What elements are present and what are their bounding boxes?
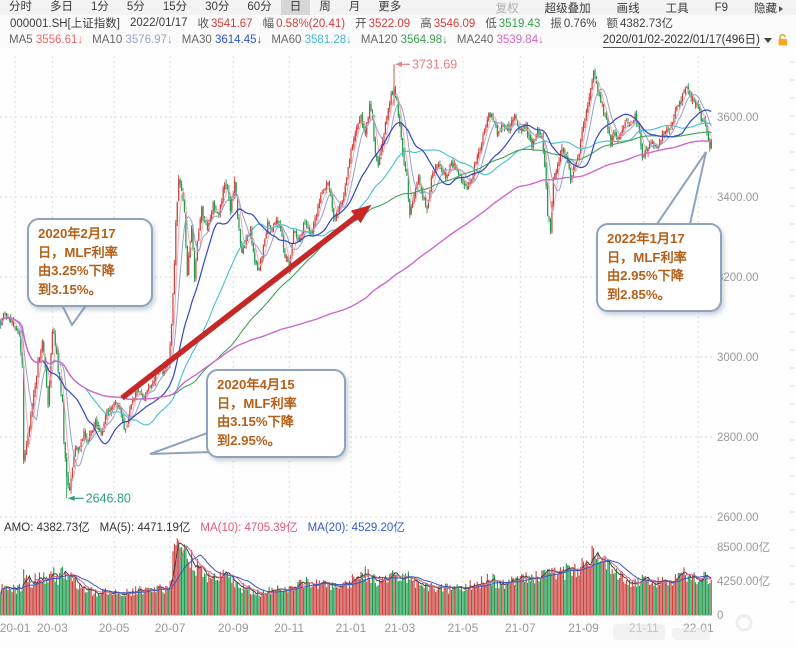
- tool-item-隐藏[interactable]: 隐藏: [741, 0, 796, 16]
- period-tab-日[interactable]: 日: [280, 0, 311, 15]
- quote-close: 收 3541.67: [197, 18, 253, 30]
- top-toolbar: 分时 多日 1分 5分 15分 30分 60分日周 月 更多 复权 超级叠加 画线 工具 F9 隐藏: [0, 0, 796, 15]
- period-tab-15分[interactable]: 15分: [162, 1, 188, 13]
- unlock-icon[interactable]: [776, 33, 790, 47]
- main-chart-area[interactable]: 20-01 20-03 20-05 20-07 20-09 20-11 21-01 21-03…: [0, 48, 796, 642]
- period-tab-1分[interactable]: 1分: [91, 1, 109, 13]
- ma-legend: MA5 3556.61↓ MA10 3576.97↓ MA30 3614.45↓ MA…: [0, 34, 544, 46]
- annotation-bubble-mlf-2020-04[interactable]: 2020年4月15 日，MLF利率 由3.15%下降 到2.95%。: [206, 369, 346, 458]
- period-tab-5分[interactable]: 5分: [126, 1, 145, 13]
- period-tab-60分[interactable]: 60分: [247, 1, 272, 13]
- period-low-label: 2646.80: [86, 491, 131, 505]
- tool-item-复权[interactable]: 复权: [495, 2, 519, 15]
- high-arrowhead-icon: [395, 61, 402, 67]
- annotation-bubble-mlf-2020-02[interactable]: 2020年2月17 日，MLF利率 由3.25%下降 到3.15%。: [27, 218, 153, 307]
- ma-legend-MA60: MA60 3581.28↓: [271, 33, 352, 46]
- amo-MA5: MA(5): 4471.19亿: [99, 521, 191, 534]
- price-axis-label: 2800.00: [717, 432, 759, 444]
- ma-legend-MA5: MA5 3556.61↓: [9, 33, 84, 46]
- x-axis-label: 21-03: [384, 621, 415, 635]
- quote-date: 2022/01/17: [129, 17, 188, 29]
- watermark: [613, 614, 753, 640]
- x-axis-label: 20-03: [37, 621, 68, 635]
- x-axis-label: 20-07: [155, 621, 186, 635]
- period-tabs: 分时 多日 1分 5分 15分 30分 60分日周 月 更多: [0, 0, 410, 15]
- volume-axis-label: 8500.00亿: [717, 541, 770, 554]
- x-axis-label: 21-07: [505, 621, 536, 635]
- quote-amplitude: 振 0.76%: [550, 18, 597, 30]
- quote-high: 高 3546.09: [420, 18, 476, 30]
- x-axis-label: 21-09: [568, 621, 599, 635]
- trend-arrow[interactable]: [120, 204, 372, 401]
- x-axis-label: 21-01: [336, 621, 367, 635]
- volume-axis-label: 4250.00亿: [717, 575, 770, 588]
- price-axis-label: 3400.00: [717, 192, 759, 204]
- price-ma240-line: [0, 140, 712, 400]
- x-axis-label: 20-09: [218, 621, 249, 635]
- chart-canvas[interactable]: 20-01 20-03 20-05 20-07 20-09 20-11 21-01 21-03…: [0, 48, 796, 642]
- price-axis-label: 2600.00: [717, 512, 759, 524]
- ma-legend-MA120: MA120 3564.98↓: [360, 33, 448, 46]
- amo-MA10: MA(10): 4705.39亿: [200, 521, 298, 534]
- quote-low: 低 3519.43: [485, 18, 541, 30]
- date-range-label[interactable]: 2020/01/02-2022/01/17(496日): [602, 31, 760, 48]
- ma-legend-MA10: MA10 3576.97↓: [92, 33, 173, 46]
- ma-legend-MA240: MA240 3539.84↓: [456, 33, 544, 46]
- price-ma10-line: [0, 88, 712, 467]
- quote-change-percent: 幅 0.58%(20.41): [262, 18, 346, 30]
- volume-indicator-header: AMO: 4382.73亿 MA(5): 4471.19亿 MA(10): 4705…: [4, 519, 415, 534]
- tool-item-工具[interactable]: 工具: [665, 2, 689, 15]
- tool-item-超级叠加[interactable]: 超级叠加: [544, 2, 591, 15]
- x-axis-label: 20-05: [99, 621, 130, 635]
- period-tab-多日[interactable]: 多日: [50, 1, 73, 13]
- ma-legend-MA30: MA30 3614.45↓: [181, 33, 263, 46]
- chart-background: [0, 48, 796, 642]
- period-tab-30分[interactable]: 30分: [205, 1, 230, 13]
- quote-symbol: 000001.SH[上证指数]: [10, 18, 120, 30]
- tool-item-画线[interactable]: 画线: [616, 2, 640, 15]
- annotation-bubble-mlf-2022-01[interactable]: 2022年1月17 日，MLF利率 由2.95%下降 到2.85%。: [596, 223, 722, 312]
- range-selector[interactable]: 2020/01/02-2022/01/17(496日): [602, 31, 790, 48]
- quote-amount: 额 4382.73亿: [606, 18, 674, 30]
- period-high-label: 3731.69: [412, 57, 457, 71]
- x-axis-label: 20-01: [0, 621, 31, 635]
- price-ma30-line: [0, 109, 712, 445]
- x-axis-label: 21-05: [448, 621, 479, 635]
- quote-open: 开 3522.09: [355, 18, 411, 30]
- volume-bars-up: [1, 538, 712, 615]
- volume-ma20-line: [0, 554, 712, 594]
- price-axis-label: 3600.00: [717, 112, 759, 124]
- period-tab-分时[interactable]: 分时: [9, 1, 32, 13]
- amo-MA20: MA(20): 4529.20亿: [307, 521, 405, 534]
- period-tab-月[interactable]: 月: [348, 1, 361, 13]
- price-ma5-line: [0, 78, 712, 481]
- volume-axis-label: 0: [717, 610, 723, 622]
- low-arrowhead-icon: [67, 495, 75, 501]
- tool-item-F9[interactable]: F9: [714, 1, 728, 14]
- x-axis-label: 20-11: [274, 621, 304, 635]
- chevron-down-icon[interactable]: [764, 38, 772, 43]
- period-tab-周[interactable]: 周: [319, 1, 331, 13]
- period-tab-更多[interactable]: 更多: [378, 1, 402, 13]
- ma-legend-row: MA5 3556.61↓ MA10 3576.97↓ MA30 3614.45↓ MA…: [0, 31, 796, 49]
- volume-bars-down: [0, 544, 711, 615]
- price-axis-label: 3000.00: [717, 352, 759, 364]
- quote-row: 000001.SH[上证指数] 2022/01/17 收 3541.67 幅 0.58%(…: [0, 15, 796, 31]
- price-axis-label: 3200.00: [717, 272, 759, 284]
- tool-menu: 复权 超级叠加 画线 工具 F9 隐藏: [483, 0, 796, 16]
- expand-right-icon: [779, 5, 783, 12]
- amo-AMO: AMO: 4382.73亿: [4, 521, 90, 534]
